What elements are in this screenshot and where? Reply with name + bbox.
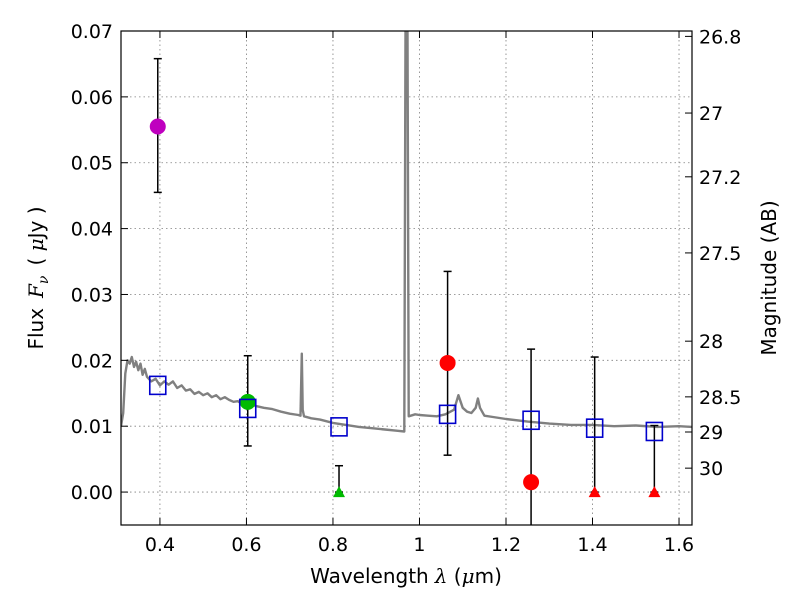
model-band-flux-marker: [438, 404, 457, 425]
magnitude-axis-label: Magnitude (AB): [757, 200, 781, 355]
magnitude-tick-label: 28: [699, 331, 723, 353]
y-tick-label: 0.02: [71, 350, 113, 372]
y-axis-label: FluxFν( μJy ): [24, 206, 52, 349]
y-tick-label: 0.04: [71, 219, 113, 241]
y-tick-label: 0.05: [71, 153, 113, 175]
y-tick-label: 0.01: [71, 416, 113, 438]
x-tick-label: 1.2: [491, 534, 521, 556]
y-tick-label: 0.00: [71, 482, 113, 504]
detection-point: [523, 474, 540, 491]
upper-limit-marker: [648, 486, 661, 498]
magnitude-tick-label: 27: [699, 103, 723, 125]
x-tick-label: 0.4: [145, 534, 175, 556]
plot-frame: [120, 30, 693, 526]
detection-point: [149, 118, 166, 135]
magnitude-tick-label: 29: [699, 422, 723, 444]
model-band-flux-marker: [585, 418, 604, 438]
magnitude-tick-label: 26.8: [699, 26, 741, 48]
model-band-flux-marker: [238, 398, 257, 419]
detection-point: [439, 354, 456, 371]
y-tick-label: 0.07: [71, 21, 113, 43]
y-tick-label: 0.06: [71, 87, 113, 109]
x-axis-label: Wavelength λ (μm): [310, 564, 502, 588]
model-band-flux-marker: [330, 417, 348, 437]
x-tick-label: 0.8: [318, 534, 348, 556]
detection-point: [239, 393, 256, 410]
x-tick-label: 1.6: [664, 534, 694, 556]
upper-limit-marker: [588, 486, 601, 498]
plot-area: [121, 31, 692, 525]
x-tick-label: 1: [413, 534, 425, 556]
model-band-flux-marker: [645, 421, 664, 442]
upper-limit-marker: [333, 486, 346, 498]
magnitude-tick-label: 27.2: [699, 167, 741, 189]
magnitude-tick-label: 28.5: [699, 387, 741, 409]
model-band-flux-marker: [148, 375, 167, 396]
x-tick-label: 0.6: [231, 534, 261, 556]
magnitude-tick-label: 30: [699, 458, 723, 480]
x-tick-label: 1.4: [577, 534, 607, 556]
y-tick-label: 0.03: [71, 284, 113, 306]
axis-ticks: 0.4 0.6 0.8 1 1.2 1.4 1.6 0.00 0.01 0.02 0.03 0.04 0…: [71, 21, 742, 556]
model-band-flux-marker: [522, 410, 540, 431]
magnitude-tick-label: 27.5: [699, 243, 741, 265]
sed-model-line: [121, 31, 692, 433]
grid: [121, 31, 692, 525]
